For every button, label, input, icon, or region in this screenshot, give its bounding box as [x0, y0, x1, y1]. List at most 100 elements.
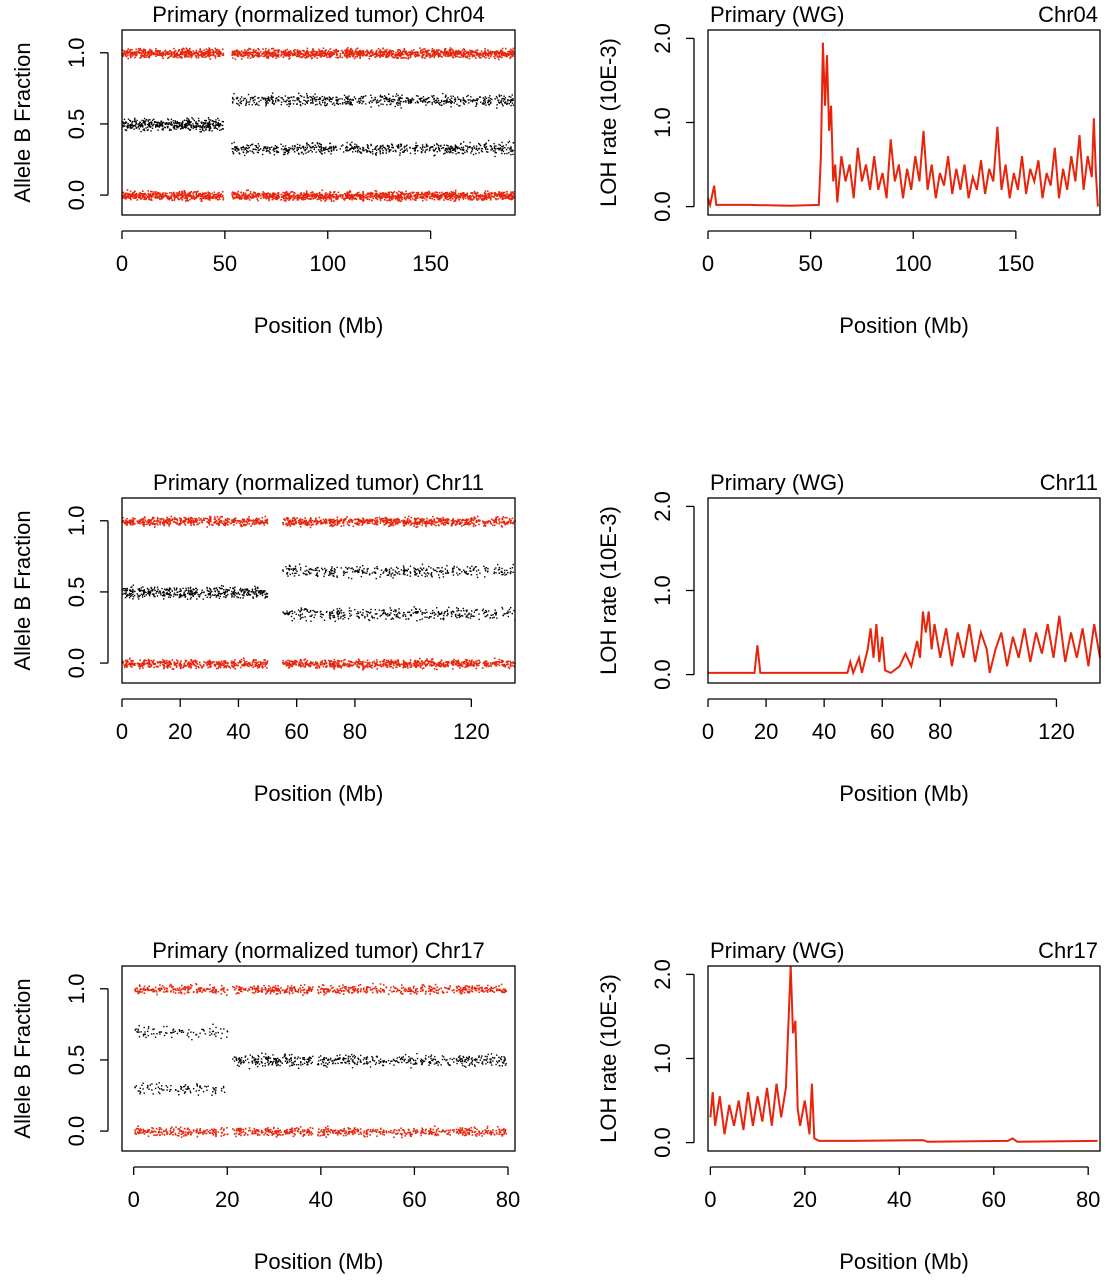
hom-point — [404, 193, 407, 195]
het-point — [293, 148, 295, 151]
hom-point — [308, 194, 310, 196]
hom-point — [399, 196, 402, 198]
het-point — [299, 101, 302, 103]
het-point — [416, 150, 419, 152]
hom-point — [217, 51, 219, 53]
het-point — [449, 151, 451, 154]
het-point — [462, 148, 464, 150]
hom-point — [422, 51, 425, 53]
hom-point — [507, 195, 509, 198]
hom-point — [269, 194, 271, 196]
hom-point — [153, 52, 156, 55]
hom-point — [277, 194, 280, 197]
hom-point — [379, 199, 382, 202]
hom-point — [306, 193, 308, 195]
het-point — [422, 145, 424, 148]
hom-point — [364, 51, 367, 53]
hom-point — [247, 53, 250, 55]
het-point — [194, 122, 197, 124]
hom-point — [176, 56, 179, 59]
hom-point — [157, 196, 160, 198]
hom-point — [421, 49, 423, 52]
hom-point — [401, 50, 404, 53]
hom-point — [331, 194, 333, 197]
hom-point — [312, 197, 314, 200]
hom-point — [422, 55, 424, 57]
het-point — [376, 99, 379, 101]
hom-point — [321, 54, 324, 57]
hom-point — [310, 52, 313, 54]
het-point — [203, 126, 206, 129]
het-point — [288, 151, 290, 154]
hom-point — [255, 49, 257, 52]
hom-point — [125, 198, 127, 200]
hom-point — [197, 55, 200, 57]
het-point — [290, 96, 292, 98]
hom-point — [370, 191, 372, 194]
hom-point — [150, 196, 153, 199]
hom-point — [337, 195, 340, 197]
het-point — [148, 125, 150, 127]
hom-point — [425, 52, 428, 55]
hom-point — [275, 57, 278, 60]
het-point — [392, 98, 394, 101]
hom-point — [413, 199, 416, 201]
het-point — [376, 145, 379, 147]
het-point — [260, 99, 262, 101]
hom-point — [438, 198, 441, 201]
hom-point — [496, 54, 498, 56]
hom-point — [302, 54, 305, 57]
het-point — [261, 96, 263, 99]
hom-point — [487, 49, 489, 52]
het-point — [345, 97, 347, 99]
hom-point — [147, 50, 150, 53]
hom-point — [211, 54, 214, 56]
het-point — [501, 145, 503, 148]
hom-point — [478, 52, 480, 55]
het-point — [139, 121, 141, 124]
hom-point — [480, 50, 483, 52]
hom-point — [347, 197, 350, 199]
het-point — [388, 151, 390, 153]
hom-point — [301, 53, 304, 55]
het-point — [355, 146, 358, 148]
het-point — [255, 145, 257, 147]
het-point — [359, 101, 361, 104]
hom-point — [193, 198, 196, 200]
het-point — [512, 142, 515, 144]
het-point — [420, 97, 422, 100]
het-point — [312, 102, 314, 104]
het-point — [346, 100, 349, 102]
hom-point — [422, 48, 425, 50]
hom-point — [296, 196, 299, 199]
hom-point — [291, 53, 294, 56]
het-point — [455, 145, 457, 148]
hom-point — [449, 48, 452, 51]
het-point — [280, 143, 282, 145]
hom-point — [511, 54, 514, 56]
hom-point — [434, 194, 437, 196]
het-point — [274, 99, 277, 101]
het-point — [450, 100, 452, 103]
het-point — [280, 101, 283, 103]
hom-point — [132, 197, 135, 199]
het-point — [499, 144, 502, 146]
het-point — [325, 97, 327, 100]
hom-point — [147, 56, 150, 58]
hom-point — [464, 55, 467, 58]
hom-point — [185, 56, 187, 58]
hom-point — [173, 199, 176, 202]
hom-point — [131, 53, 133, 55]
hom-point — [161, 193, 163, 196]
het-point — [127, 126, 129, 129]
het-point — [323, 149, 325, 152]
hom-point — [300, 198, 303, 201]
het-point — [245, 149, 248, 152]
hom-point — [247, 197, 250, 199]
het-point — [413, 147, 415, 150]
het-point — [508, 95, 510, 98]
het-point — [348, 99, 351, 101]
het-point — [137, 123, 139, 125]
hom-point — [329, 191, 332, 193]
hom-point — [195, 56, 198, 59]
